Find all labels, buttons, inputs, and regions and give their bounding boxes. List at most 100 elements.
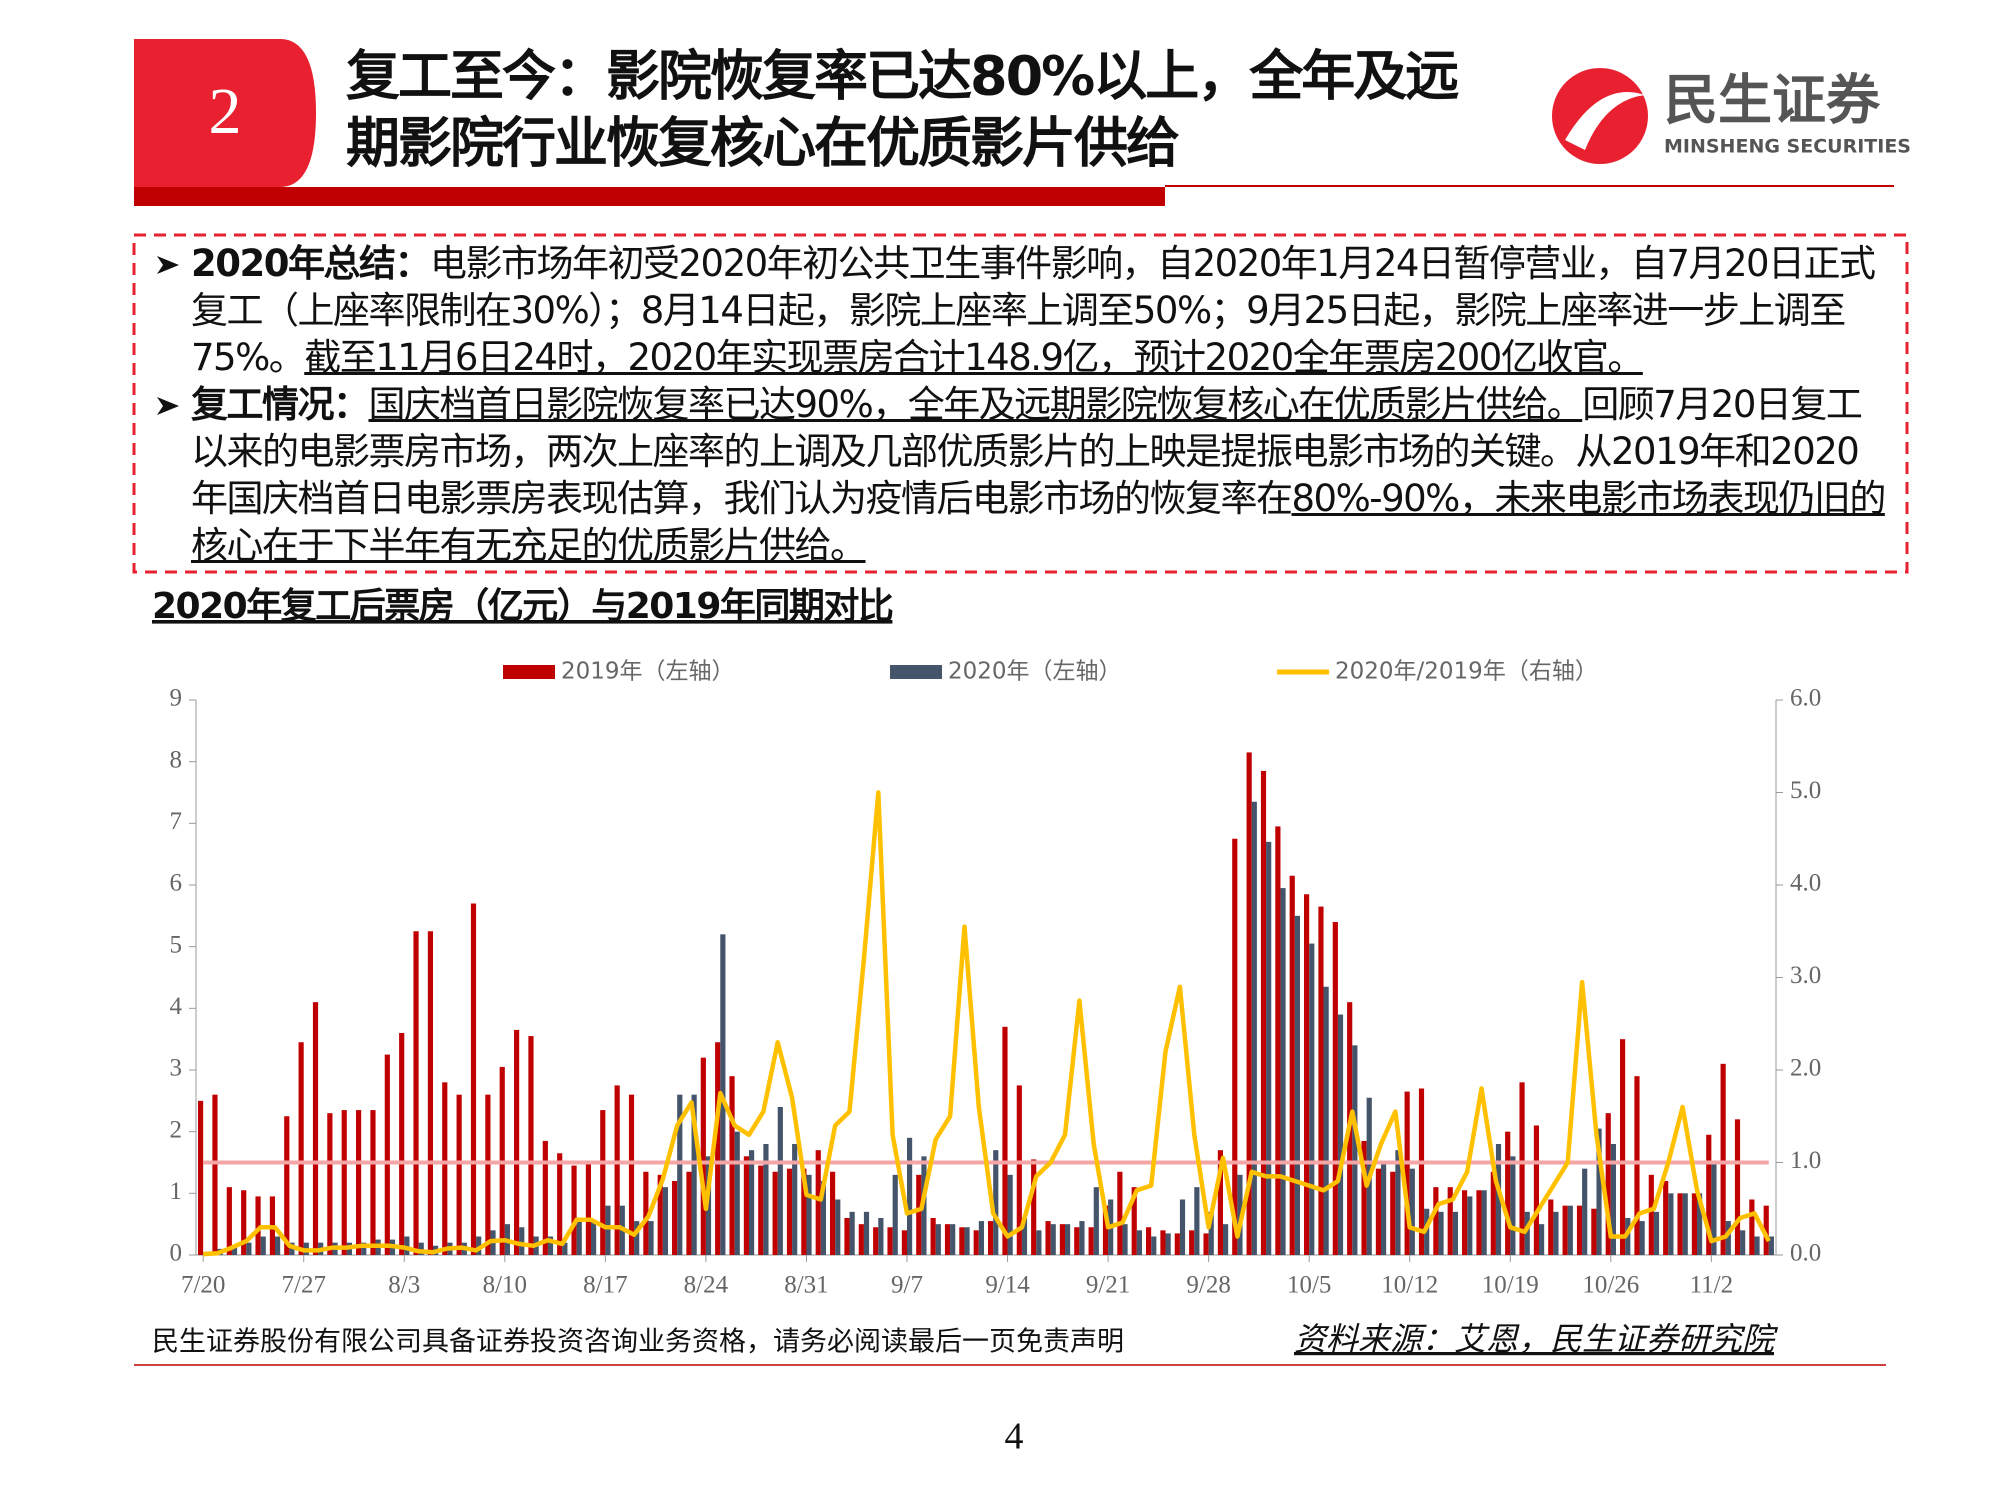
bar [585, 1162, 591, 1255]
bar [356, 1110, 362, 1255]
bar [657, 1174, 663, 1255]
bar [1740, 1230, 1746, 1255]
bar [418, 1242, 424, 1255]
y2-tick-label: 5.0 [1790, 777, 1821, 804]
bar [1007, 1174, 1013, 1255]
bar [1663, 1181, 1669, 1255]
bar [1668, 1193, 1674, 1255]
bar [734, 1131, 740, 1255]
bar [255, 1196, 261, 1255]
bar [763, 1144, 769, 1255]
bar [605, 1205, 611, 1255]
bar [1409, 1168, 1415, 1255]
logo-swoosh [1565, 92, 1645, 150]
bar [1620, 1039, 1626, 1255]
x-tick-label: 10/26 [1582, 1272, 1639, 1299]
bar [887, 1227, 893, 1255]
bar [1203, 1233, 1209, 1255]
y-tick-label: 9 [170, 685, 183, 712]
bar [1452, 1211, 1458, 1255]
bar [576, 1221, 582, 1255]
bar [749, 1150, 755, 1255]
x-tick-label: 8/24 [684, 1272, 729, 1299]
bullet-text: 回顾7月20日复工以来的电影票房市场，两次上座率的上调及几部优质影片的上映是提振… [191, 383, 1863, 520]
bar [964, 1227, 970, 1255]
bar [1596, 1128, 1602, 1255]
bar [1194, 1187, 1200, 1255]
bar [413, 931, 419, 1255]
bar [743, 1156, 749, 1255]
bar [1208, 1211, 1214, 1255]
bar [1074, 1227, 1080, 1255]
bar [686, 1171, 692, 1255]
bar [892, 1174, 898, 1255]
bar [1639, 1221, 1645, 1255]
bar [1653, 1211, 1660, 1255]
page-number: 4 [1005, 1416, 1024, 1458]
bar [988, 1221, 994, 1255]
section-number: 2 [209, 75, 242, 148]
bar [312, 1002, 319, 1255]
bar [648, 1221, 654, 1255]
bar [1021, 1218, 1028, 1255]
x-tick-label: 9/21 [1086, 1272, 1130, 1299]
bar [275, 1236, 281, 1255]
bar [959, 1227, 965, 1255]
bar [1275, 826, 1281, 1255]
bar [1323, 986, 1329, 1255]
y-tick-label: 0 [170, 1240, 183, 1267]
bar [715, 1042, 721, 1255]
bar [858, 1224, 864, 1255]
bar [1189, 1230, 1195, 1255]
bar [844, 1218, 850, 1255]
bar [1763, 1205, 1769, 1255]
bar [978, 1221, 984, 1255]
bar [628, 1094, 635, 1255]
bar [1146, 1227, 1152, 1255]
bar [514, 1029, 520, 1255]
bar [1548, 1199, 1554, 1255]
bar [1088, 1227, 1094, 1255]
bar [1553, 1211, 1559, 1255]
y-tick-label: 1 [170, 1178, 183, 1205]
bar [672, 1181, 678, 1255]
bullet-text: 国庆档首日影院恢复率已达90%，全年及远期影院恢复核心在优质影片供给。 [368, 383, 1584, 426]
bar [614, 1085, 620, 1255]
bar [1309, 943, 1315, 1255]
bar [427, 931, 433, 1255]
y2-tick-label: 2.0 [1790, 1055, 1821, 1082]
bar [944, 1224, 951, 1255]
bar [1533, 1125, 1539, 1255]
bar [1754, 1236, 1760, 1255]
logo-name: 民生证券 [1664, 69, 1881, 132]
bar [1591, 1208, 1597, 1255]
summary-box [132, 233, 1909, 574]
bar [260, 1236, 266, 1255]
bar [470, 903, 477, 1255]
x-tick-label: 8/17 [583, 1272, 627, 1299]
x-tick-label: 10/5 [1287, 1272, 1331, 1299]
x-tick-label: 7/20 [181, 1272, 225, 1299]
bar [792, 1144, 798, 1255]
bar [231, 1245, 238, 1255]
bullet-text: 截至11月6日24时，2020年实现票房合计148.9亿，预计2020全年票房2… [304, 336, 1644, 379]
bar [1050, 1224, 1056, 1255]
bar [849, 1211, 855, 1255]
legend-label: 2020年/2019年（右轴） [1335, 659, 1598, 685]
bar [1605, 1113, 1611, 1255]
bar [212, 1094, 218, 1255]
bar [1294, 915, 1300, 1255]
bar [1519, 1082, 1525, 1255]
bar [1682, 1193, 1688, 1255]
bar [1117, 1171, 1123, 1255]
bar [1481, 1190, 1487, 1255]
bar [404, 1236, 410, 1255]
legend-label: 2019年（左轴） [561, 659, 735, 685]
bar [830, 1171, 836, 1255]
x-tick-label: 9/14 [985, 1272, 1030, 1299]
bar [361, 1242, 367, 1255]
bar [241, 1190, 247, 1255]
bar [1174, 1233, 1180, 1255]
bar [1065, 1224, 1071, 1255]
